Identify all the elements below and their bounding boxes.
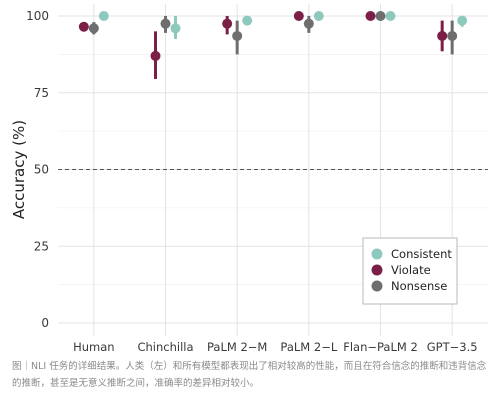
data-point xyxy=(232,30,243,41)
data-point xyxy=(150,50,161,61)
legend-label: Violate xyxy=(391,263,431,277)
x-tick-label: Chinchilla xyxy=(137,340,193,354)
data-point xyxy=(293,11,304,21)
y-tick-label: 25 xyxy=(34,239,49,253)
legend-marker xyxy=(371,248,383,260)
data-point xyxy=(303,18,314,29)
data-point xyxy=(313,11,324,21)
legend-label: Consistent xyxy=(391,247,452,261)
legend-marker xyxy=(371,264,383,276)
data-point xyxy=(222,18,233,29)
legend-label: Nonsense xyxy=(391,279,447,293)
data-point xyxy=(437,30,448,41)
x-tick-label: GPT−3.5 xyxy=(427,340,478,354)
data-point xyxy=(457,15,468,26)
data-point xyxy=(447,30,458,41)
y-tick-label: 100 xyxy=(26,9,49,23)
y-tick-label: 75 xyxy=(34,86,49,100)
x-tick-label: PaLM 2−M xyxy=(207,340,267,354)
data-point xyxy=(375,11,386,21)
y-tick-label: 0 xyxy=(41,316,49,330)
data-point xyxy=(160,18,171,29)
figure-caption: 图｜NLI 任务的详细结果。人类（左）和所有模型都表现出了相对较高的性能，而且在… xyxy=(12,361,487,389)
y-tick-label: 50 xyxy=(34,163,49,177)
y-axis-label: Accuracy (%) xyxy=(10,120,28,219)
data-point xyxy=(78,21,89,32)
legend-marker xyxy=(371,280,383,292)
x-tick-label: Flan−PaLM 2 xyxy=(343,340,418,354)
data-point xyxy=(385,11,396,21)
data-point xyxy=(170,23,181,34)
data-point xyxy=(365,11,376,21)
data-point xyxy=(242,15,253,26)
data-point xyxy=(88,23,99,34)
data-point xyxy=(98,11,109,21)
x-tick-label: Human xyxy=(73,340,114,354)
x-tick-label: PaLM 2−L xyxy=(280,340,337,354)
